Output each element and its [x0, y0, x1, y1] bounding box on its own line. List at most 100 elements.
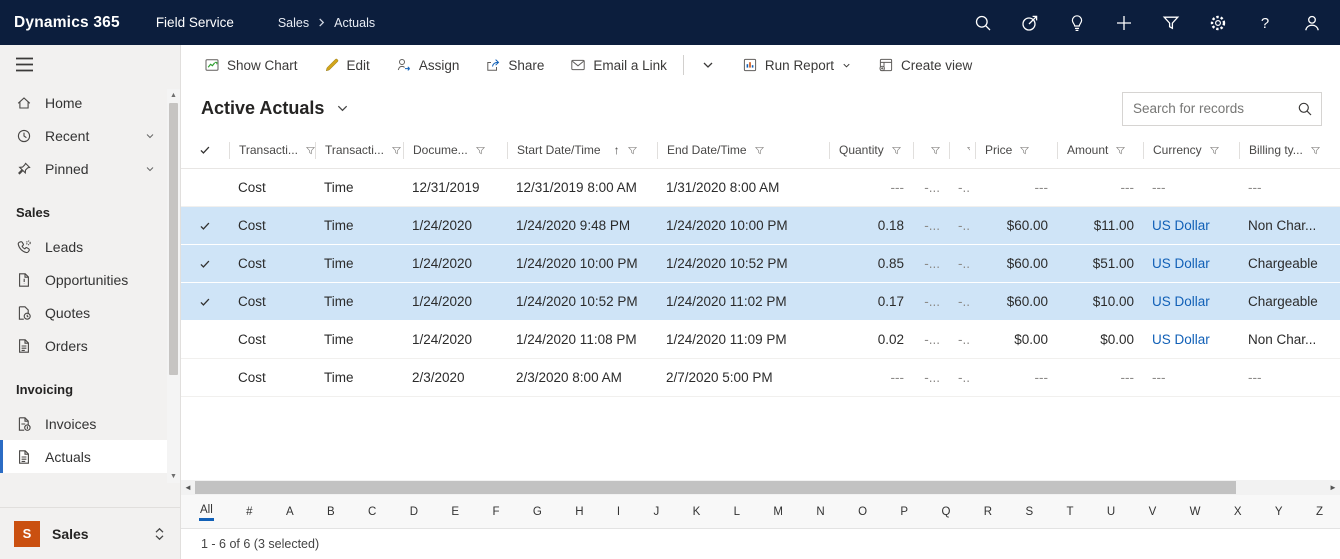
sidebar-item-invoices[interactable]: Invoices	[0, 407, 180, 440]
table-row[interactable]: Cost Time 2/3/2020 2/3/2020 8:00 AM 2/7/2020…	[181, 359, 1340, 397]
column-header-11[interactable]: Currency	[1143, 141, 1239, 159]
row-check-icon[interactable]	[181, 258, 229, 270]
lightbulb-icon[interactable]	[1067, 13, 1087, 33]
jump-to-e[interactable]: E	[451, 505, 460, 518]
currency-link[interactable]: US Dollar	[1152, 256, 1210, 271]
currency-link[interactable]: US Dollar	[1152, 332, 1210, 347]
jump-to-f[interactable]: F	[492, 505, 500, 518]
jump-to-d[interactable]: D	[409, 505, 419, 518]
view-selector-title[interactable]: Active Actuals	[201, 98, 325, 118]
settings-icon[interactable]	[1208, 13, 1228, 33]
filter-icon[interactable]	[754, 145, 765, 156]
assistant-icon[interactable]	[1020, 13, 1040, 33]
jump-to-r[interactable]: R	[983, 505, 993, 518]
table-row[interactable]: Cost Time 1/24/2020 1/24/2020 10:52 PM 1/24/…	[181, 283, 1340, 321]
breadcrumb-sales[interactable]: Sales	[277, 15, 310, 30]
filter-icon[interactable]	[391, 145, 402, 156]
assign-button[interactable]: Assign	[383, 45, 473, 85]
sidebar-item-recent[interactable]: Recent	[0, 119, 180, 152]
currency-link[interactable]: US Dollar	[1152, 294, 1210, 309]
jump-to-c[interactable]: C	[368, 505, 377, 518]
sidebar-item-opportunities[interactable]: Opportunities	[0, 263, 180, 296]
column-header-2[interactable]: Transacti...	[315, 141, 403, 159]
jump-to-p[interactable]: P	[900, 505, 909, 518]
jump-to-x[interactable]: X	[1233, 505, 1242, 518]
app-name[interactable]: Field Service	[155, 15, 234, 30]
jump-to-k[interactable]: K	[692, 505, 701, 518]
sidebar-item-leads[interactable]: Leads	[0, 230, 180, 263]
sidebar-item-home[interactable]: Home	[0, 86, 180, 119]
column-header-10[interactable]: Amount	[1057, 141, 1143, 159]
dynamics-365-brand[interactable]: Dynamics 365	[14, 13, 120, 31]
search-input[interactable]	[1133, 101, 1297, 116]
view-selector-chevron-icon[interactable]	[336, 102, 349, 115]
jump-to-v[interactable]: V	[1148, 505, 1157, 518]
scroll-down-arrow-icon[interactable]: ▼	[170, 473, 177, 480]
area-switcher[interactable]: S Sales	[0, 507, 180, 559]
jump-to-y[interactable]: Y	[1274, 505, 1283, 518]
sidebar-item-orders[interactable]: Orders	[0, 329, 180, 362]
jump-to-i[interactable]: I	[616, 505, 621, 518]
show-chart-button[interactable]: Show Chart	[191, 45, 311, 85]
scroll-up-arrow-icon[interactable]: ▲	[170, 92, 177, 99]
select-all-check-icon[interactable]	[199, 144, 211, 156]
column-header-8[interactable]	[949, 141, 975, 159]
jump-to-number[interactable]: #	[246, 505, 253, 518]
filter-icon[interactable]	[1115, 145, 1126, 156]
edit-button[interactable]: Edit	[311, 45, 383, 85]
email-a-link-button[interactable]: Email a Link	[557, 45, 680, 85]
table-row[interactable]: Cost Time 1/24/2020 1/24/2020 9:48 PM 1/24/2…	[181, 207, 1340, 245]
change-area-icon[interactable]	[153, 526, 166, 542]
jump-to-u[interactable]: U	[1106, 505, 1116, 518]
account-icon[interactable]	[1302, 13, 1322, 33]
filter-icon[interactable]	[1310, 145, 1321, 156]
help-icon[interactable]: ?	[1255, 13, 1275, 33]
jump-to-h[interactable]: H	[575, 505, 584, 518]
sidebar-scrollbar[interactable]: ▲ ▼	[167, 89, 180, 483]
scroll-left-arrow-icon[interactable]: ◄	[184, 483, 192, 492]
jump-to-z[interactable]: Z	[1315, 505, 1323, 518]
column-header-4[interactable]: Start Date/Time ↑	[507, 141, 657, 159]
horizontal-scrollbar[interactable]: ◄ ►	[181, 480, 1340, 495]
currency-link[interactable]: US Dollar	[1152, 218, 1210, 233]
table-row[interactable]: Cost Time 1/24/2020 1/24/2020 11:08 PM 1/24/…	[181, 321, 1340, 359]
share-button[interactable]: Share	[472, 45, 557, 85]
column-header-6[interactable]: Quantity	[829, 141, 913, 159]
chevron-down-icon[interactable]	[144, 163, 156, 175]
sidebar-item-pinned[interactable]: Pinned	[0, 152, 180, 185]
add-icon[interactable]	[1114, 13, 1134, 33]
table-row[interactable]: Cost Time 12/31/2019 12/31/2019 8:00 AM 1/31…	[181, 169, 1340, 207]
filter-icon[interactable]	[1161, 13, 1181, 33]
jump-to-q[interactable]: Q	[941, 505, 951, 518]
column-header-3[interactable]: Docume...	[403, 141, 507, 159]
hamburger-menu-button[interactable]	[0, 45, 180, 80]
jump-to-all[interactable]: All	[199, 502, 214, 521]
jump-to-l[interactable]: L	[733, 505, 741, 518]
create-view-button[interactable]: Create view	[865, 45, 985, 85]
jump-to-j[interactable]: J	[653, 505, 660, 518]
column-header-0[interactable]	[181, 142, 229, 159]
jump-to-t[interactable]: T	[1066, 505, 1074, 518]
column-header-9[interactable]: Price	[975, 141, 1057, 159]
jump-to-a[interactable]: A	[285, 505, 294, 518]
chevron-down-icon[interactable]	[144, 130, 156, 142]
column-header-12[interactable]: Billing ty...	[1239, 141, 1340, 159]
sidebar-item-quotes[interactable]: Quotes	[0, 296, 180, 329]
jump-to-g[interactable]: G	[532, 505, 542, 518]
jump-to-m[interactable]: M	[773, 505, 783, 518]
jump-to-o[interactable]: O	[858, 505, 868, 518]
filter-icon[interactable]	[305, 145, 315, 156]
filter-icon[interactable]	[475, 145, 486, 156]
filter-icon[interactable]	[1019, 145, 1030, 156]
column-header-5[interactable]: End Date/Time	[657, 141, 829, 159]
jump-to-b[interactable]: B	[326, 505, 335, 518]
jump-to-w[interactable]: W	[1189, 505, 1201, 518]
filter-icon[interactable]	[930, 145, 941, 156]
sidebar-scrollbar-thumb[interactable]	[169, 103, 178, 375]
filter-icon[interactable]	[1209, 145, 1220, 156]
search-icon[interactable]	[973, 13, 993, 33]
row-check-icon[interactable]	[181, 296, 229, 308]
more-commands-button[interactable]	[687, 45, 729, 85]
column-header-1[interactable]: Transacti...	[229, 141, 315, 159]
breadcrumb-actuals[interactable]: Actuals	[334, 15, 376, 30]
